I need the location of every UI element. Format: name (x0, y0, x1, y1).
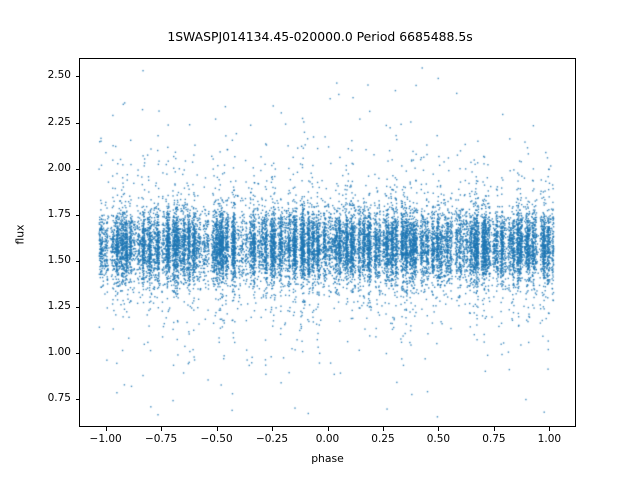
y-tick-mark (75, 215, 79, 216)
x-tick-mark (328, 427, 329, 431)
y-tick-label: 1.75 (47, 207, 71, 220)
y-tick-label: 1.00 (47, 346, 71, 359)
x-tick-mark (106, 427, 107, 431)
x-tick-label: 1.00 (537, 433, 562, 445)
x-tick-mark (272, 427, 273, 431)
x-axis-label: phase (311, 452, 344, 465)
y-tick-label: 1.50 (47, 253, 71, 266)
y-tick-mark (75, 76, 79, 77)
y-tick-label: 0.75 (47, 392, 71, 405)
x-tick-label: −0.50 (200, 433, 233, 445)
x-tick-mark (549, 427, 550, 431)
scatter-plot-canvas (80, 59, 575, 426)
y-axis-label: flux (13, 224, 27, 245)
y-tick-mark (75, 261, 79, 262)
x-tick-mark (161, 427, 162, 431)
y-tick-label: 1.25 (47, 300, 71, 313)
x-tick-label: −1.00 (89, 433, 122, 445)
plot-axes (79, 58, 576, 427)
y-tick-mark (75, 169, 79, 170)
x-tick-label: 0.25 (371, 433, 395, 445)
x-tick-mark (494, 427, 495, 431)
page-title: 1SWASPJ014134.45-020000.0 Period 6685488… (167, 29, 473, 44)
y-tick-label: 2.00 (47, 161, 71, 174)
y-tick-label: 2.50 (47, 69, 71, 82)
y-tick-mark (75, 307, 79, 308)
x-tick-mark (217, 427, 218, 431)
x-tick-label: −0.25 (255, 433, 289, 445)
y-tick-mark (75, 399, 79, 400)
y-tick-mark (75, 353, 79, 354)
y-tick-mark (75, 123, 79, 124)
x-tick-label: −0.75 (145, 433, 178, 445)
y-tick-label: 2.25 (47, 115, 71, 128)
x-tick-mark (438, 427, 439, 431)
x-tick-mark (383, 427, 384, 431)
x-tick-label: 0.75 (482, 433, 506, 445)
x-tick-label: 0.50 (426, 433, 451, 445)
x-tick-label: 0.00 (315, 433, 340, 445)
